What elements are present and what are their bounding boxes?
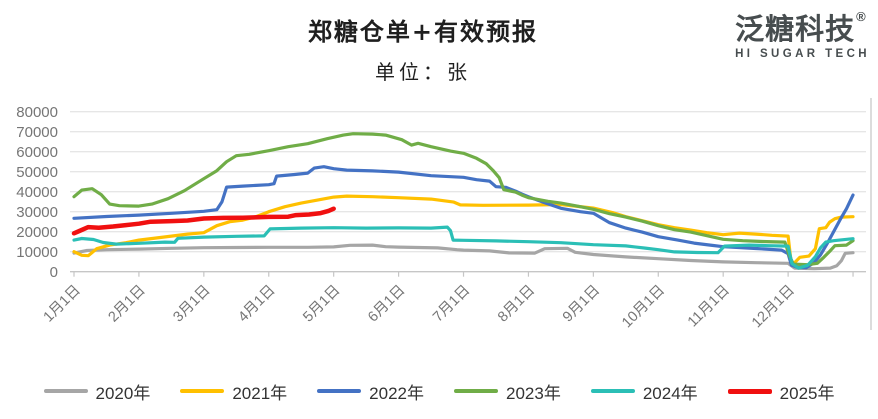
legend-swatch-2022 (317, 389, 362, 393)
chart-header: 郑糖仓单+有效预报 单位：张 (0, 12, 846, 85)
legend-label-2025: 2025年 (779, 383, 835, 403)
y-tick-label-10000: 10000 (16, 244, 58, 261)
x-tick-label-4: 4月1日 (235, 282, 278, 325)
x-tick-label-10: 10月1日 (619, 282, 668, 331)
y-tick-label-50000: 50000 (16, 164, 58, 181)
y-tick-label-30000: 30000 (16, 204, 58, 221)
x-tick-label-7: 7月1日 (430, 282, 473, 325)
x-tick-label-6: 6月1日 (365, 282, 408, 325)
series-line-2021 (72, 194, 855, 266)
series-line-2025 (71, 206, 336, 236)
series-line-2023 (72, 132, 855, 267)
legend-label-2021: 2021年 (232, 383, 288, 403)
legend-swatch-2021 (180, 389, 225, 393)
y-tick-label-0: 0 (50, 264, 58, 281)
legend-item-2022: 2022年 (317, 379, 424, 404)
legend-item-2024: 2024年 (590, 379, 698, 404)
legend-label-2022: 2022年 (369, 383, 424, 403)
y-tick-label-40000: 40000 (16, 184, 58, 201)
legend-label-2024: 2024年 (642, 383, 698, 403)
brand-logo-en: HI SUGAR TECH (735, 48, 870, 61)
unit-label: 单位：张 (375, 60, 471, 84)
brand-name-text: 泛糖科技 (735, 14, 856, 46)
legend-label-2023: 2023年 (506, 383, 561, 403)
chart-legend: 2020年 2021年 2022年 2023年 2024年 2025年 (0, 374, 878, 408)
x-tick-label-11: 11月1日 (685, 282, 733, 330)
y-tick-label-80000: 80000 (16, 104, 58, 121)
series-line-2024 (72, 225, 855, 270)
y-tick-label-20000: 20000 (16, 224, 58, 241)
x-tick-label-9: 9月1日 (560, 282, 603, 325)
brand-logo: 泛糖科技® HI SUGAR TECH (735, 10, 870, 61)
legend-swatch-2020 (43, 389, 88, 393)
legend-item-2023: 2023年 (454, 379, 561, 404)
legend-swatch-2023 (454, 389, 498, 393)
x-tick-label-3: 3月1日 (170, 282, 213, 325)
x-tick-label-12: 12月1日 (749, 282, 798, 331)
legend-swatch-2025 (727, 388, 772, 394)
page-title: 郑糖仓单+有效预报 (307, 17, 539, 46)
legend-item-2020: 2020年 (43, 379, 151, 404)
registered-trademark-icon: ® (856, 9, 867, 24)
brand-logo-cn: 泛糖科技® (735, 9, 870, 46)
x-tick-label-1: 1月1日 (41, 282, 84, 325)
series-line-2022 (72, 165, 855, 270)
legend-swatch-2024 (590, 389, 635, 393)
legend-item-2021: 2021年 (180, 379, 287, 404)
y-tick-label-70000: 70000 (16, 124, 58, 141)
y-tick-label-60000: 60000 (16, 144, 58, 161)
legend-item-2025: 2025年 (727, 379, 835, 404)
x-tick-label-5: 5月1日 (300, 282, 343, 325)
series-line-2020 (72, 243, 855, 271)
x-tick-label-8: 8月1日 (495, 282, 538, 325)
x-tick-label-2: 2月1日 (106, 282, 149, 325)
legend-label-2020: 2020年 (95, 383, 151, 403)
